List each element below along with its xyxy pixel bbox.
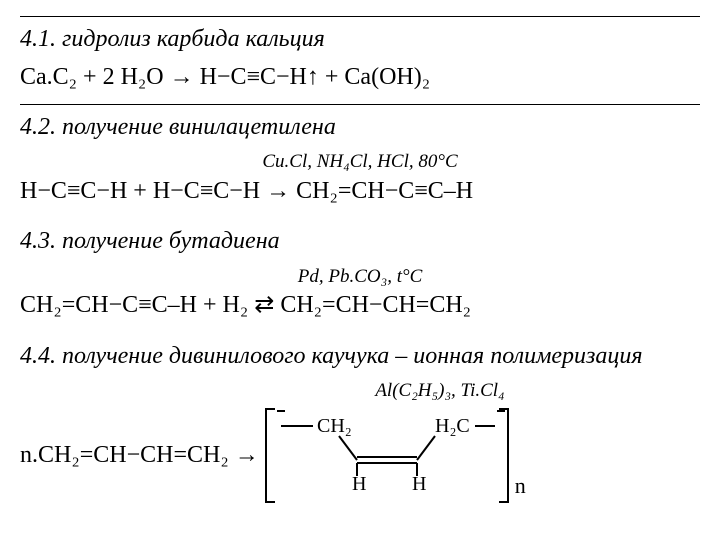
h-right-label: H [412,473,426,492]
section-4-2-title: 4.2. получение винилацетилена [20,111,700,143]
polymer-subscript-n: n [515,471,526,501]
document-body: 4.1. гидролиз карбида кальция Ca.C₂ + 2 … [20,16,700,503]
equation-4-3: CH₂=CH−C≡C–H + H₂ ⇄ CH₂=CH−CH=CH₂ [20,289,700,321]
equation-4-4-lhs: n.CH₂=CH−CH=CH₂ → [20,439,259,471]
divider [20,104,700,105]
h2c-right-label: H₂C [435,415,470,437]
equation-4-2: H−C≡C−H + H−C≡C−H → CH₂=CH−C≡C–H [20,175,700,207]
conditions-4-4: Al(C₂H₅)₃, Ti.Cl₄ [180,378,700,404]
h-left-label: H [352,473,366,492]
ch2-left-label: CH₂ [317,415,352,437]
conditions-4-3: Pd, Pb.CO₃, t°C [100,264,620,290]
equation-4-4: n.CH₂=CH−CH=CH₂ → CH₂ H₂C [20,408,700,503]
section-4-1-title: 4.1. гидролиз карбида кальция [20,23,700,55]
section-4-3-title: 4.3. получение бутадиена [20,225,700,257]
conditions-4-2: Cu.Cl, NH₄Cl, HCl, 80°C [100,149,620,175]
equation-4-1: Ca.C₂ + 2 H₂O → H−C≡C−H↑ + Ca(OH)₂ [20,61,700,93]
polymer-structure-icon: CH₂ H₂C H H [277,410,497,492]
polymer-repeat-unit: CH₂ H₂C H H [265,408,509,503]
section-4-4-title: 4.4. получение дивинилового каучука – ио… [20,340,700,372]
